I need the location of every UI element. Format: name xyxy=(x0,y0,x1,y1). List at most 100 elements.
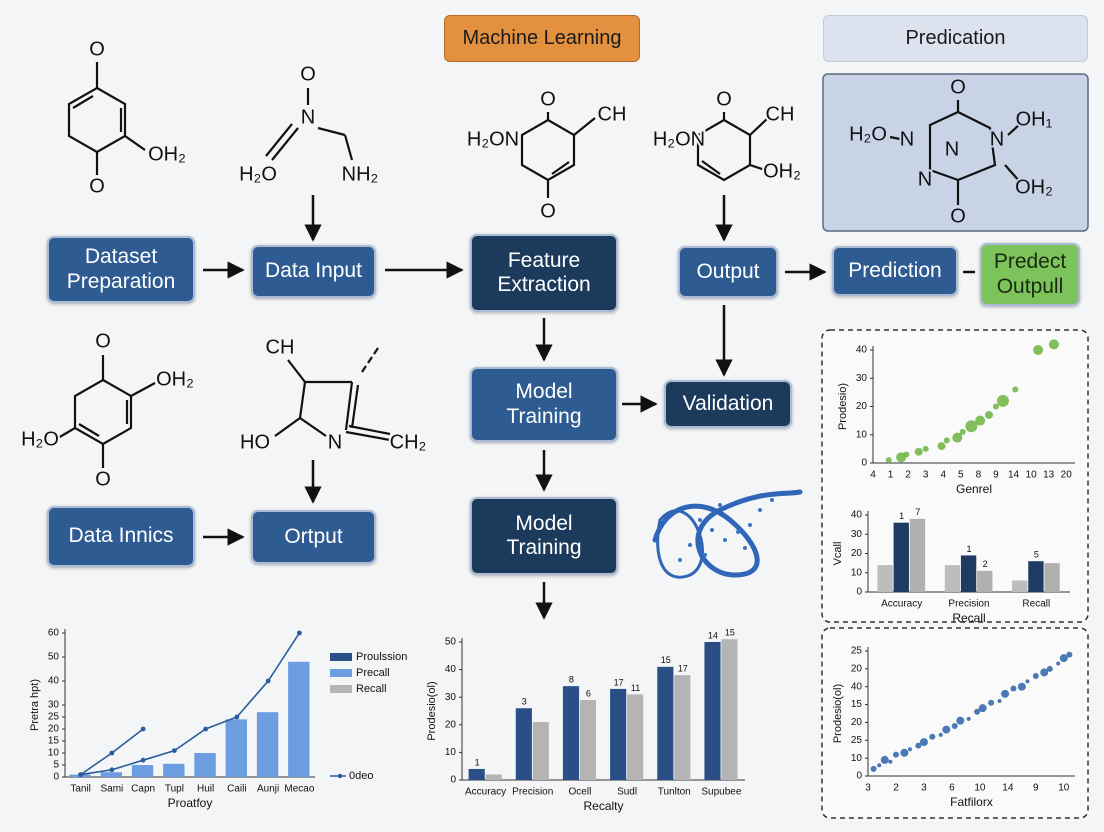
y-tick-label: 0 xyxy=(856,587,862,598)
bar xyxy=(877,565,893,592)
scatter-point xyxy=(870,765,877,772)
scatter-point xyxy=(975,415,986,426)
flow-node: Prediction xyxy=(832,246,958,296)
y-tick-label: 0 xyxy=(861,458,867,469)
bar-annotation: 2 xyxy=(983,559,988,569)
y-tick-label: 50 xyxy=(445,637,457,648)
x-axis-label: Recall xyxy=(952,611,985,625)
atom-label: O xyxy=(716,88,732,110)
y-tick-label: 30 xyxy=(856,373,868,384)
x-tick-label: 8 xyxy=(976,470,982,481)
x-tick-label: 13 xyxy=(1043,470,1055,481)
bar-annotation: 15 xyxy=(725,628,735,638)
atom-label: O xyxy=(89,38,105,60)
bar-annotation: 17 xyxy=(614,677,624,687)
bar-annotation: 1 xyxy=(966,544,971,554)
y-tick-label: 20 xyxy=(851,717,863,728)
atom-label: OH₂ xyxy=(763,160,801,182)
y-tick-label: 25 xyxy=(851,735,863,746)
scatter-point xyxy=(888,759,893,764)
atom-label: O xyxy=(95,468,111,490)
flow-node: Feature Extraction xyxy=(470,234,618,312)
line-marker xyxy=(203,726,209,732)
y-axis-label: Vcall xyxy=(832,542,844,566)
atom-label: N xyxy=(900,128,914,150)
bar xyxy=(909,518,926,592)
scatter-point xyxy=(1032,673,1039,679)
scatter-point xyxy=(1046,665,1053,672)
line-marker xyxy=(265,678,271,684)
bar xyxy=(610,688,627,780)
x-tick-label: 4 xyxy=(870,470,876,481)
network-dots xyxy=(678,498,774,562)
flow-node: Ortput xyxy=(251,510,376,564)
bar xyxy=(674,675,691,780)
bar xyxy=(1044,563,1060,592)
x-tick-label: 3 xyxy=(865,783,871,794)
x-axis-label: Recalty xyxy=(583,799,623,813)
y-tick-label: 15 xyxy=(48,736,60,747)
line-marker xyxy=(140,726,146,732)
scatter-point xyxy=(1040,668,1049,677)
atom-label: OH₂ xyxy=(156,368,194,390)
x-tick-label: 3 xyxy=(921,783,927,794)
bar-annotation: 1 xyxy=(899,511,904,521)
scatter-point xyxy=(966,716,971,721)
y-tick-label: 40 xyxy=(48,676,60,687)
atom-label: H₂O xyxy=(239,163,277,185)
x-tick-label: 4 xyxy=(940,470,946,481)
atom-label: H₂O xyxy=(849,123,887,145)
x-tick-label: 2 xyxy=(905,470,911,481)
scatter-point xyxy=(903,451,910,458)
atom-label: H₂ON xyxy=(467,128,519,150)
x-tick-label: Sami xyxy=(100,784,123,795)
scatter-point xyxy=(877,763,882,768)
scatter-point xyxy=(1012,386,1019,393)
flow-node: Model Training xyxy=(470,367,618,442)
legend-marker xyxy=(337,773,343,779)
y-tick-label: 40 xyxy=(851,681,863,692)
atom-label: H₂O xyxy=(21,428,59,450)
x-tick-label: Accuracy xyxy=(465,787,506,798)
x-tick-label: 9 xyxy=(1033,783,1039,794)
y-axis-label: Prodesio(ol) xyxy=(832,684,844,743)
atom-label: CH₂ xyxy=(390,431,427,453)
scatter-point xyxy=(922,445,929,452)
legend-label: Proulssion xyxy=(356,651,407,663)
atom-label: CH xyxy=(598,103,627,125)
atom-label: CH xyxy=(766,103,795,125)
flow-node: Predect Outpull xyxy=(980,243,1080,306)
y-tick-label: 15 xyxy=(851,699,863,710)
y-tick-label: 20 xyxy=(856,401,868,412)
y-tick-label: 40 xyxy=(851,510,863,521)
scatter-point xyxy=(951,723,958,729)
chart-panel xyxy=(821,627,1089,819)
y-tick-label: 5 xyxy=(53,760,59,771)
y-tick-label: 10 xyxy=(445,747,457,758)
line xyxy=(80,632,301,776)
bar-annotation: 11 xyxy=(631,683,640,693)
y-axis-label: Prodesio(ol) xyxy=(426,681,438,740)
flow-node: Validation xyxy=(664,380,792,428)
x-tick-label: Aunji xyxy=(257,784,279,795)
x-tick-label: Supubee xyxy=(701,787,741,798)
bar xyxy=(893,522,909,592)
scatter-point xyxy=(1001,689,1010,698)
scatter-point xyxy=(996,394,1009,407)
y-tick-label: 10 xyxy=(856,429,868,440)
y-tick-label: 30 xyxy=(445,692,457,703)
y-tick-label: 20 xyxy=(851,663,863,674)
molecule-bonds xyxy=(57,62,1021,468)
bar xyxy=(225,719,247,777)
x-tick-label: Huil xyxy=(197,784,214,795)
scatter-point xyxy=(965,420,978,433)
flow-node: Model Training xyxy=(470,497,618,575)
x-axis-label: Fatfilorx xyxy=(950,795,993,809)
line-marker xyxy=(78,772,84,777)
bar xyxy=(627,694,644,780)
x-tick-label: Capn xyxy=(131,784,155,795)
line-marker xyxy=(171,748,177,753)
atom-label: O xyxy=(89,175,105,197)
bar xyxy=(532,722,549,780)
